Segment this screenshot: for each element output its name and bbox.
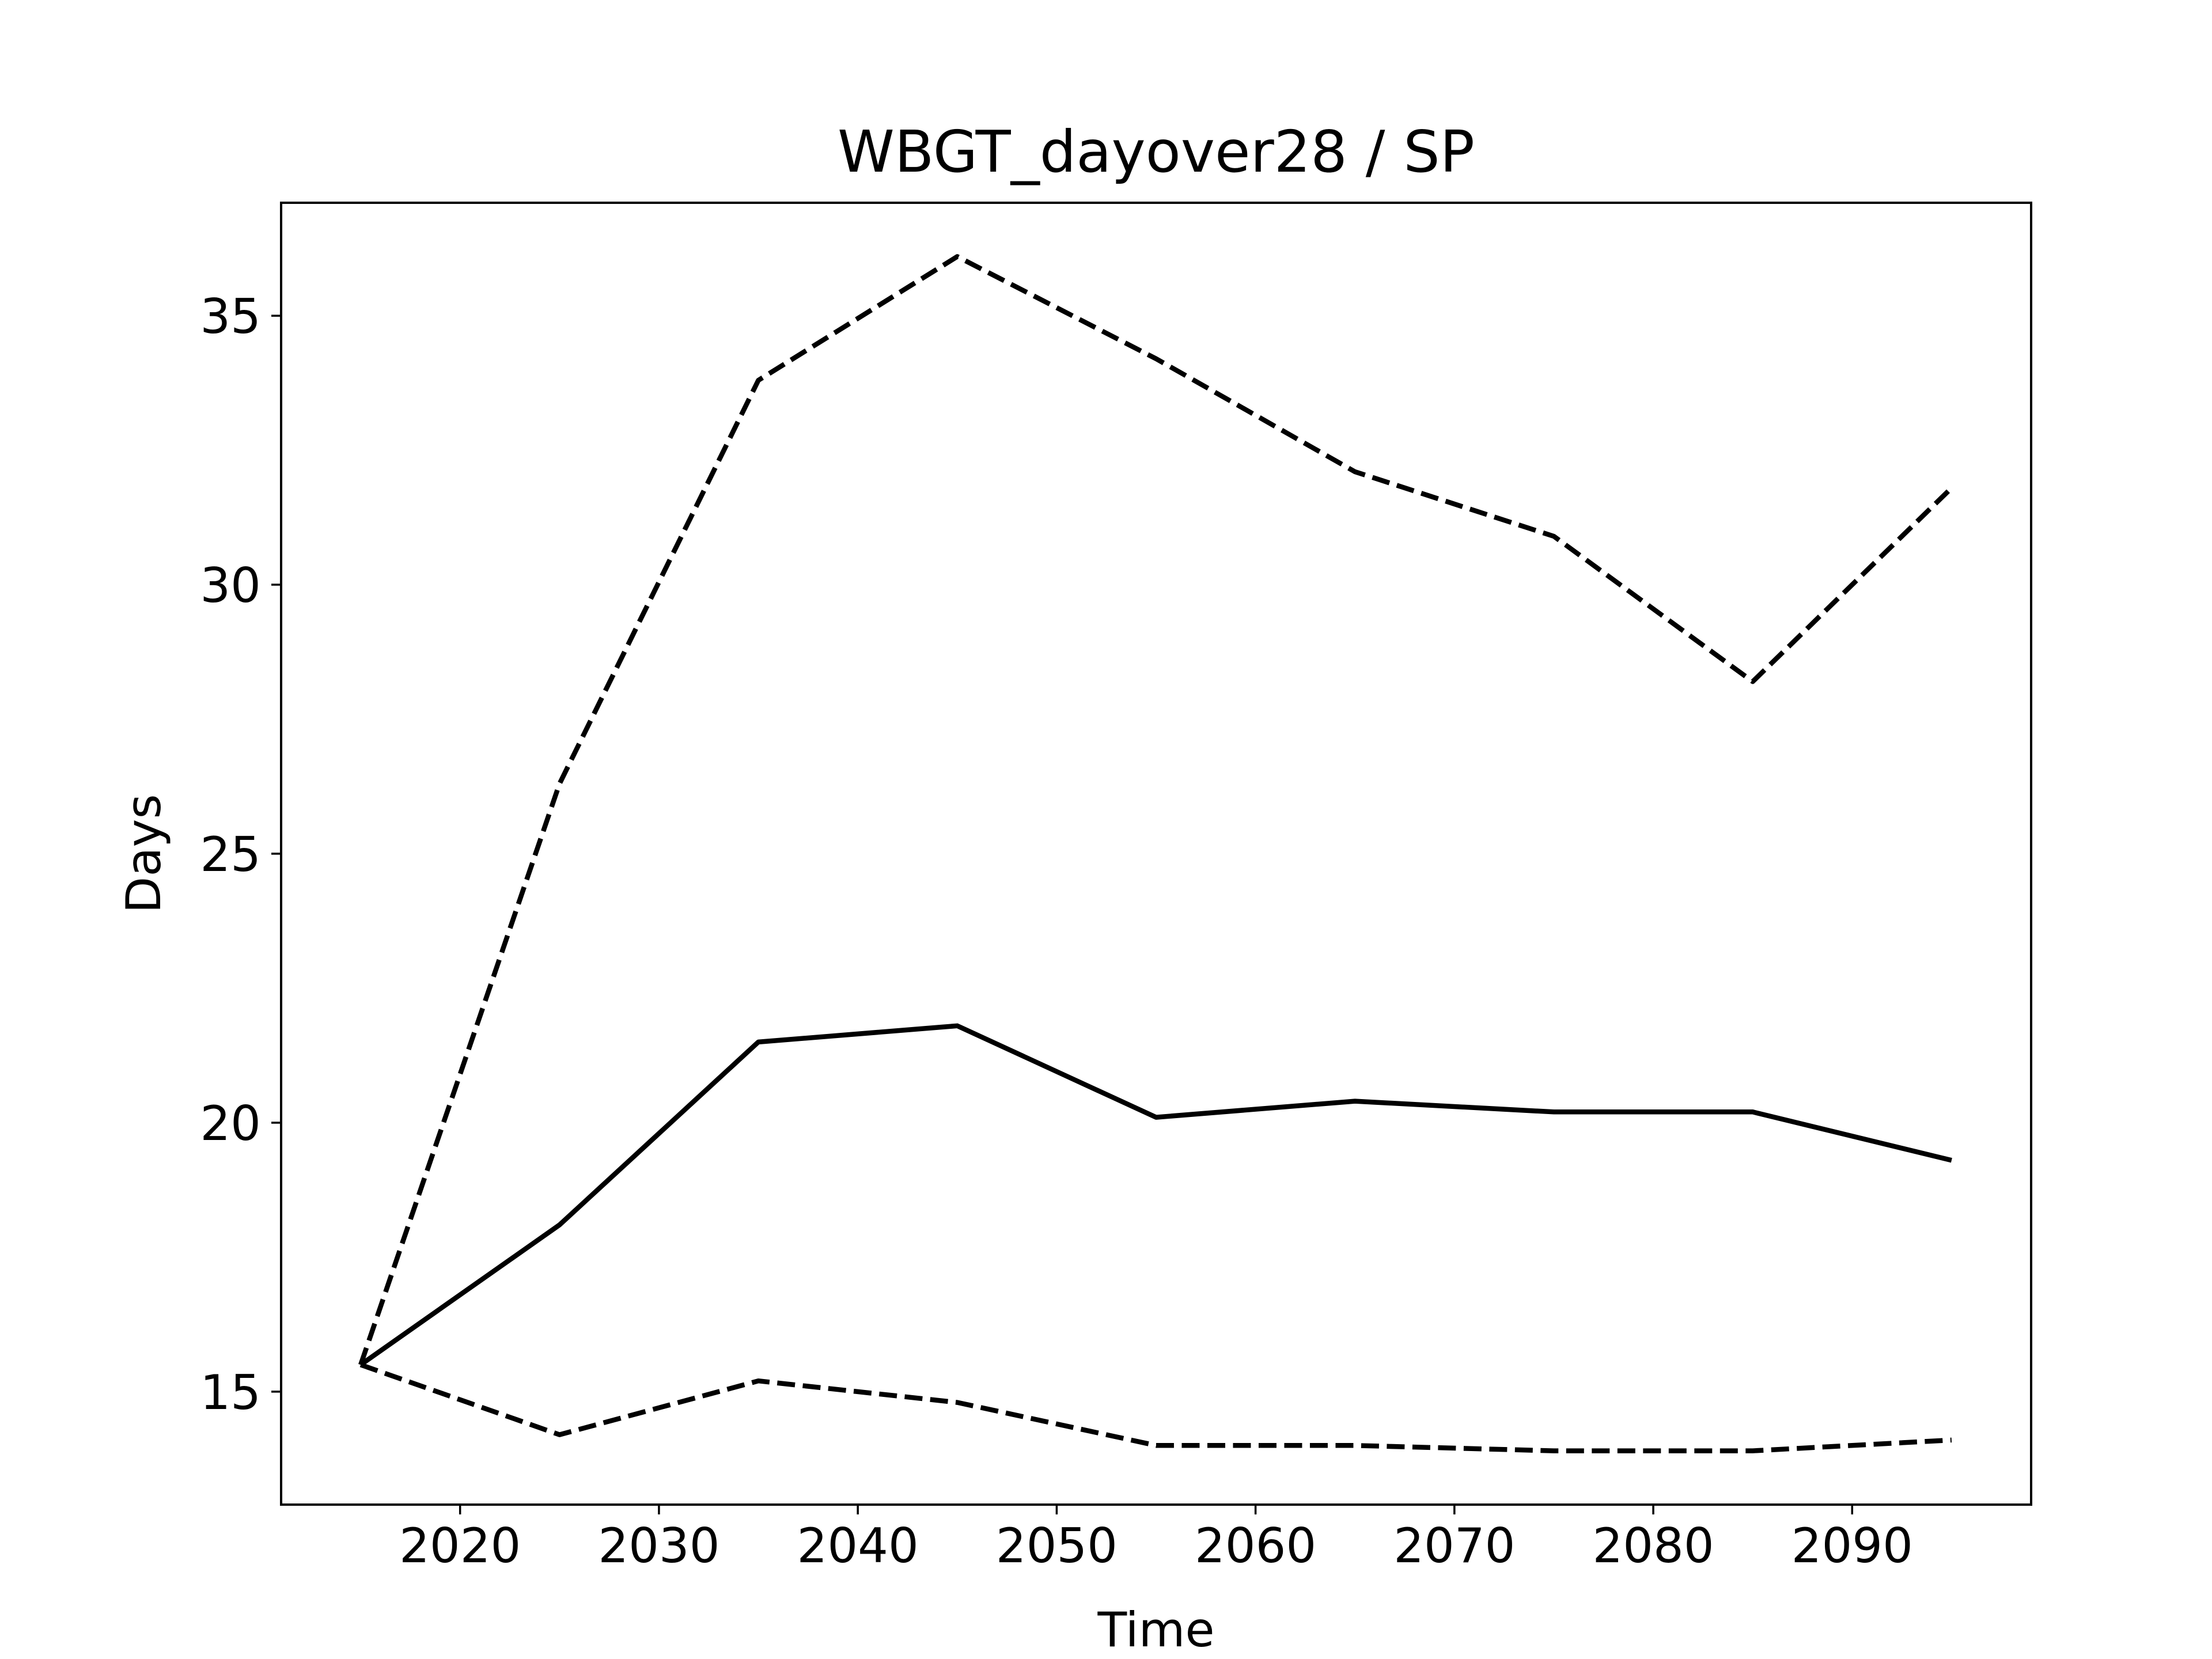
x-tick-label: 2050: [996, 1518, 1118, 1574]
x-tick-label: 2060: [1195, 1518, 1316, 1574]
x-axis-ticks: 2020 2030 2040 2050 2060 2070 2080 2090: [399, 1505, 1913, 1574]
series-lines: [358, 254, 1953, 1453]
x-tick-label: 2080: [1592, 1518, 1714, 1574]
x-tick-label: 2030: [598, 1518, 719, 1574]
y-tick-label: 30: [200, 558, 261, 613]
x-tick-label: 2040: [797, 1518, 919, 1574]
y-axis-ticks: 15 20 25 30 35: [200, 289, 281, 1421]
y-tick-label: 25: [200, 827, 261, 882]
y-axis-label: Days: [116, 794, 172, 913]
y-tick-label: 20: [200, 1096, 261, 1152]
series-line-1: [358, 254, 1953, 1366]
series-line-3: [359, 1362, 1952, 1453]
x-axis-label: Time: [1097, 1602, 1214, 1658]
y-tick-label: 35: [200, 289, 261, 344]
plot-area: 2020 2030 2040 2050 2060 2070 2080 2090 15 20 25 3…: [200, 202, 2032, 1574]
y-tick-label: 15: [200, 1365, 261, 1421]
series-line-2: [359, 1023, 1952, 1367]
chart-title: WBGT_dayover28 / SP: [838, 118, 1475, 185]
plot-frame: [280, 202, 2032, 1506]
x-tick-label: 2070: [1393, 1518, 1515, 1574]
x-tick-label: 2020: [399, 1518, 521, 1574]
x-tick-label: 2090: [1791, 1518, 1913, 1574]
